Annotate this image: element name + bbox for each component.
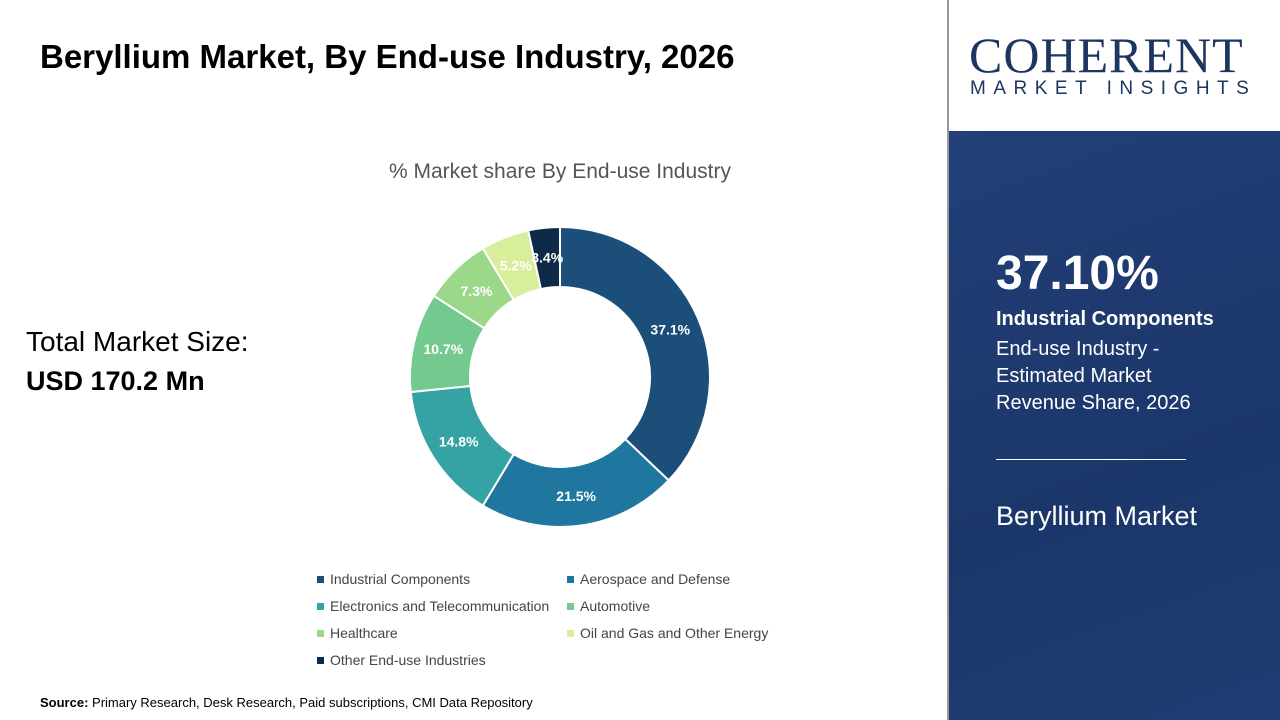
page-title: Beryllium Market, By End-use Industry, 2… bbox=[40, 38, 735, 75]
data-label: 37.1% bbox=[650, 322, 690, 338]
legend-swatch bbox=[317, 629, 324, 637]
chart-title: % Market share By End-use Industry bbox=[389, 160, 731, 183]
source-note: Source: Primary Research, Desk Research,… bbox=[40, 695, 533, 710]
legend-label: Electronics and Telecommunication bbox=[330, 598, 550, 614]
donut-slice bbox=[527, 225, 561, 291]
market-size-value: USD 170.2 Mn bbox=[26, 366, 205, 396]
data-label: 7.3% bbox=[461, 283, 493, 299]
legend-label: Aerospace and Defense bbox=[580, 571, 731, 587]
panel-divider bbox=[996, 459, 1186, 460]
logo-line2: MARKET INSIGHTS bbox=[970, 78, 1257, 99]
legend-swatch bbox=[317, 656, 324, 664]
legend-swatch bbox=[317, 575, 324, 583]
legend-item: Healthcare bbox=[317, 624, 567, 642]
donut-slice bbox=[559, 225, 711, 482]
legend-item: Automotive bbox=[567, 597, 787, 615]
highlight-panel: 37.10% Industrial Components End-use Ind… bbox=[949, 131, 1280, 720]
legend-item: Electronics and Telecommunication bbox=[317, 597, 567, 615]
legend-swatch bbox=[567, 602, 574, 610]
legend-item: Industrial Components bbox=[317, 570, 567, 588]
data-label: 21.5% bbox=[556, 488, 596, 504]
highlight-segment: Industrial Components bbox=[996, 308, 1214, 330]
panel-market-name: Beryllium Market bbox=[996, 501, 1198, 531]
legend-swatch bbox=[567, 575, 574, 583]
data-label: 10.7% bbox=[423, 341, 463, 357]
legend-item: Aerospace and Defense bbox=[567, 570, 787, 588]
data-label: 3.4% bbox=[531, 250, 563, 266]
source-text: Primary Research, Desk Research, Paid su… bbox=[88, 695, 533, 710]
legend-label: Healthcare bbox=[330, 625, 398, 641]
legend-item: Other End-use Industries bbox=[317, 651, 567, 669]
legend-label: Automotive bbox=[580, 598, 651, 614]
logo: COHERENT MARKET INSIGHTS bbox=[949, 0, 1280, 131]
divider bbox=[947, 0, 949, 720]
data-label: 14.8% bbox=[439, 433, 479, 449]
legend: Industrial Components Aerospace and Defen… bbox=[317, 570, 787, 669]
data-label: 5.2% bbox=[500, 257, 532, 273]
legend-label: Oil and Gas and Other Energy bbox=[580, 625, 769, 641]
highlight-description: End-use Industry - Estimated Market Reve… bbox=[996, 338, 1191, 414]
donut-chart: 37.1% 21.5% 14.8% 10.7% 7.3% 5.2% 3.4% bbox=[409, 225, 711, 528]
source-label: Source: bbox=[40, 695, 89, 710]
logo-line1: COHERENT bbox=[969, 27, 1244, 83]
legend-item: Oil and Gas and Other Energy bbox=[567, 624, 787, 642]
legend-label: Industrial Components bbox=[330, 571, 471, 587]
highlight-percent: 37.10% bbox=[996, 247, 1159, 300]
legend-swatch bbox=[317, 602, 324, 610]
legend-swatch bbox=[567, 629, 574, 637]
market-size-label: Total Market Size: bbox=[26, 326, 249, 357]
legend-label: Other End-use Industries bbox=[330, 652, 486, 668]
